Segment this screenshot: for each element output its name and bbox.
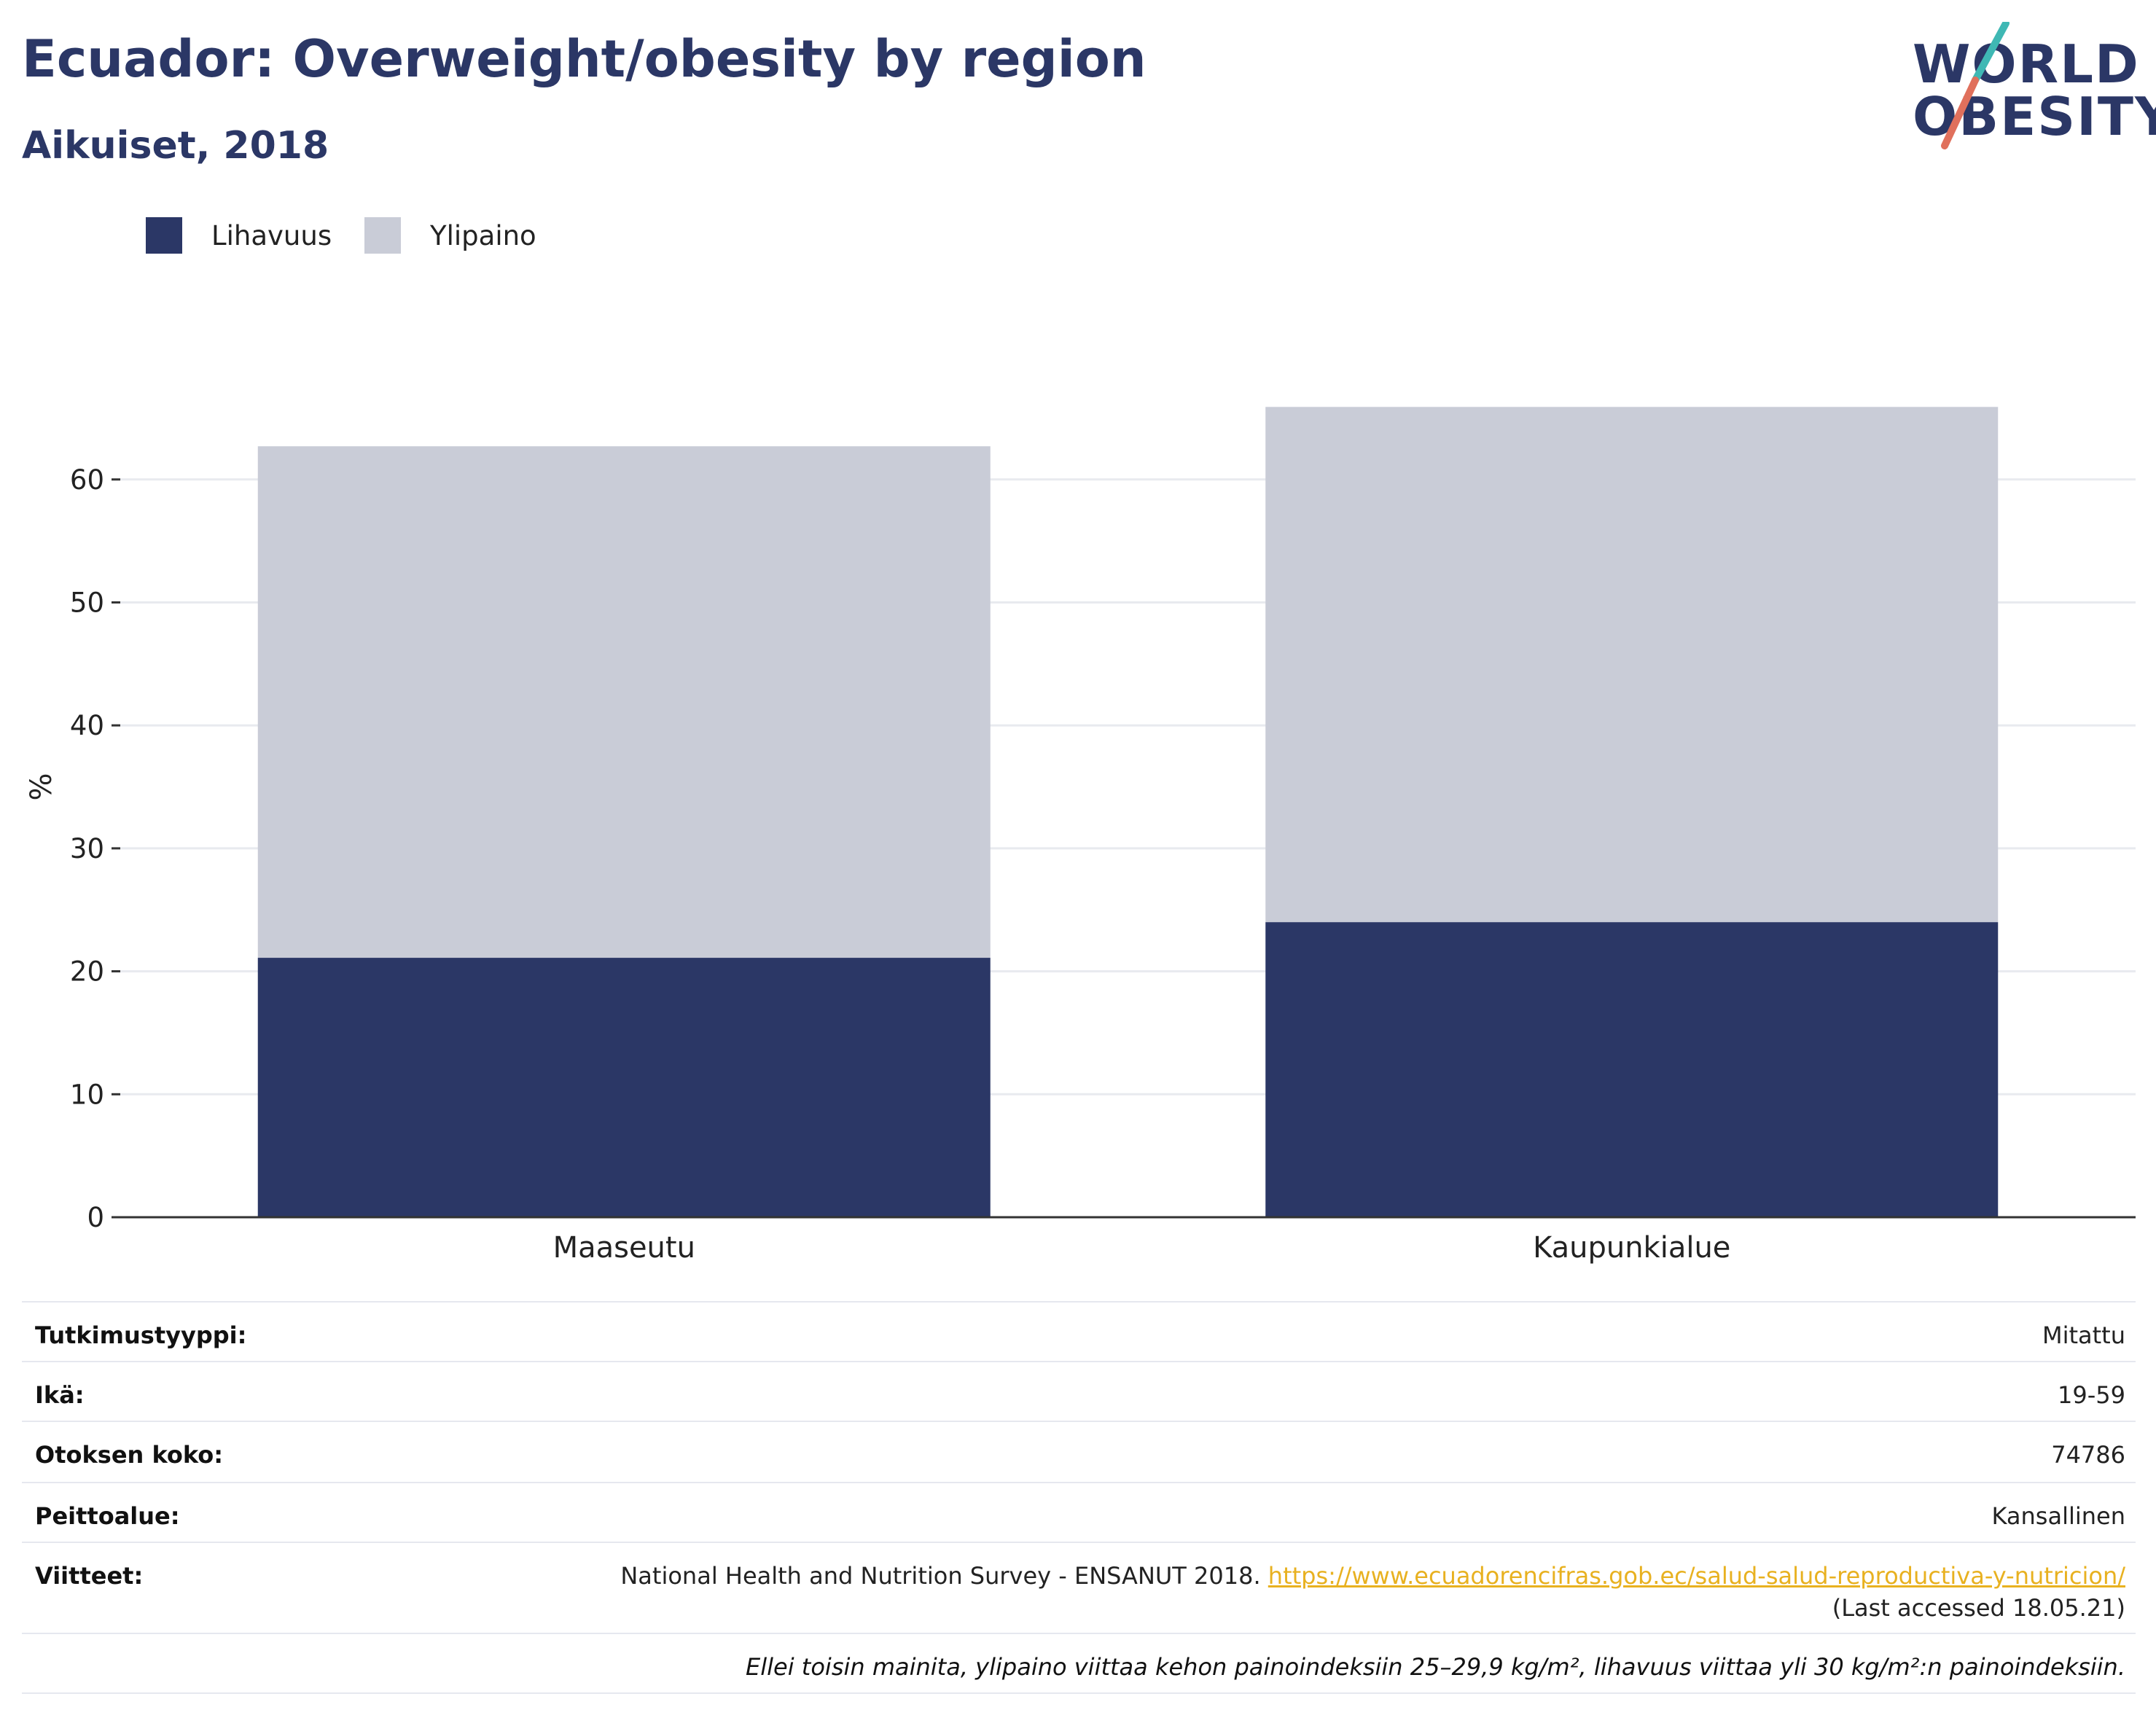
references-link[interactable]: https://www.ecuadorencifras.gob.ec/salud…	[1268, 1562, 2125, 1590]
references-label: Viitteet:	[35, 1562, 144, 1590]
references-text: National Health and Nutrition Survey - E…	[620, 1562, 1261, 1590]
study-type-label: Tutkimustyyppi:	[35, 1321, 247, 1349]
info-row-sample-size: Otoksen koko: 74786	[22, 1421, 2136, 1483]
logo-slash-icon	[1941, 22, 2009, 149]
legend-label-obesity: Lihavuus	[211, 219, 332, 251]
info-row-age: Ikä: 19-59	[22, 1361, 2136, 1422]
bar-kaupunkialue-obesity	[1265, 922, 1999, 1217]
chart-title: Ecuador: Overweight/obesity by region	[22, 29, 1147, 89]
y-tick-label-0: 0	[87, 1202, 104, 1233]
y-tick-label-30: 30	[70, 833, 104, 864]
logo-word-world: WORLD	[1913, 34, 2140, 95]
legend-swatch-obesity	[146, 217, 182, 254]
y-tick-label-60: 60	[70, 464, 104, 496]
coverage-value: Kansallinen	[1991, 1502, 2125, 1530]
y-axis-label: %	[25, 773, 58, 801]
study-type-value: Mitattu	[2042, 1321, 2125, 1349]
references-accessed: (Last accessed 18.05.21)	[1832, 1594, 2125, 1622]
sample-size-value: 74786	[2051, 1441, 2125, 1469]
info-row-coverage: Peittoalue: Kansallinen	[22, 1482, 2136, 1543]
legend-item-obesity: Lihavuus	[146, 217, 332, 254]
coverage-label: Peittoalue:	[35, 1502, 180, 1530]
sample-size-label: Otoksen koko:	[35, 1441, 224, 1469]
x-tick-label-maaseutu: Maaseutu	[553, 1231, 695, 1265]
y-tick-label-50: 50	[70, 587, 104, 619]
y-tick-label-20: 20	[70, 956, 104, 988]
bar-kaupunkialue-overweight	[1265, 407, 1999, 923]
references-value: National Health and Nutrition Survey - E…	[620, 1562, 2125, 1622]
stacked-bar-chart: 0 10 20 30 40 50 60% Maaseutu Kaupunkialue	[25, 407, 2136, 1265]
y-tick-label-40: 40	[70, 710, 104, 741]
world-obesity-logo: WORLD OBESITY	[1902, 22, 2156, 153]
info-row-study-type: Tutkimustyyppi: Mitattu	[22, 1301, 2136, 1362]
age-value: 19-59	[2058, 1381, 2125, 1409]
bar-maaseutu-overweight	[257, 446, 991, 958]
info-row-references: Viitteet: National Health and Nutrition …	[22, 1542, 2136, 1634]
legend-label-overweight: Ylipaino	[430, 219, 536, 251]
legend-swatch-overweight	[364, 217, 401, 254]
info-row-footnote: Ellei toisin mainita, ylipaino viittaa k…	[22, 1633, 2136, 1694]
chart-subtitle: Aikuiset, 2018	[22, 124, 329, 168]
x-tick-label-kaupunkialue: Kaupunkialue	[1533, 1231, 1730, 1265]
definition-footnote: Ellei toisin mainita, ylipaino viittaa k…	[746, 1653, 2125, 1681]
bar-maaseutu-obesity	[257, 958, 991, 1217]
legend-item-overweight: Ylipaino	[364, 217, 536, 254]
table-bottom-rule	[22, 1692, 2136, 1694]
y-tick-label-10: 10	[70, 1079, 104, 1110]
age-label: Ikä:	[35, 1381, 85, 1409]
